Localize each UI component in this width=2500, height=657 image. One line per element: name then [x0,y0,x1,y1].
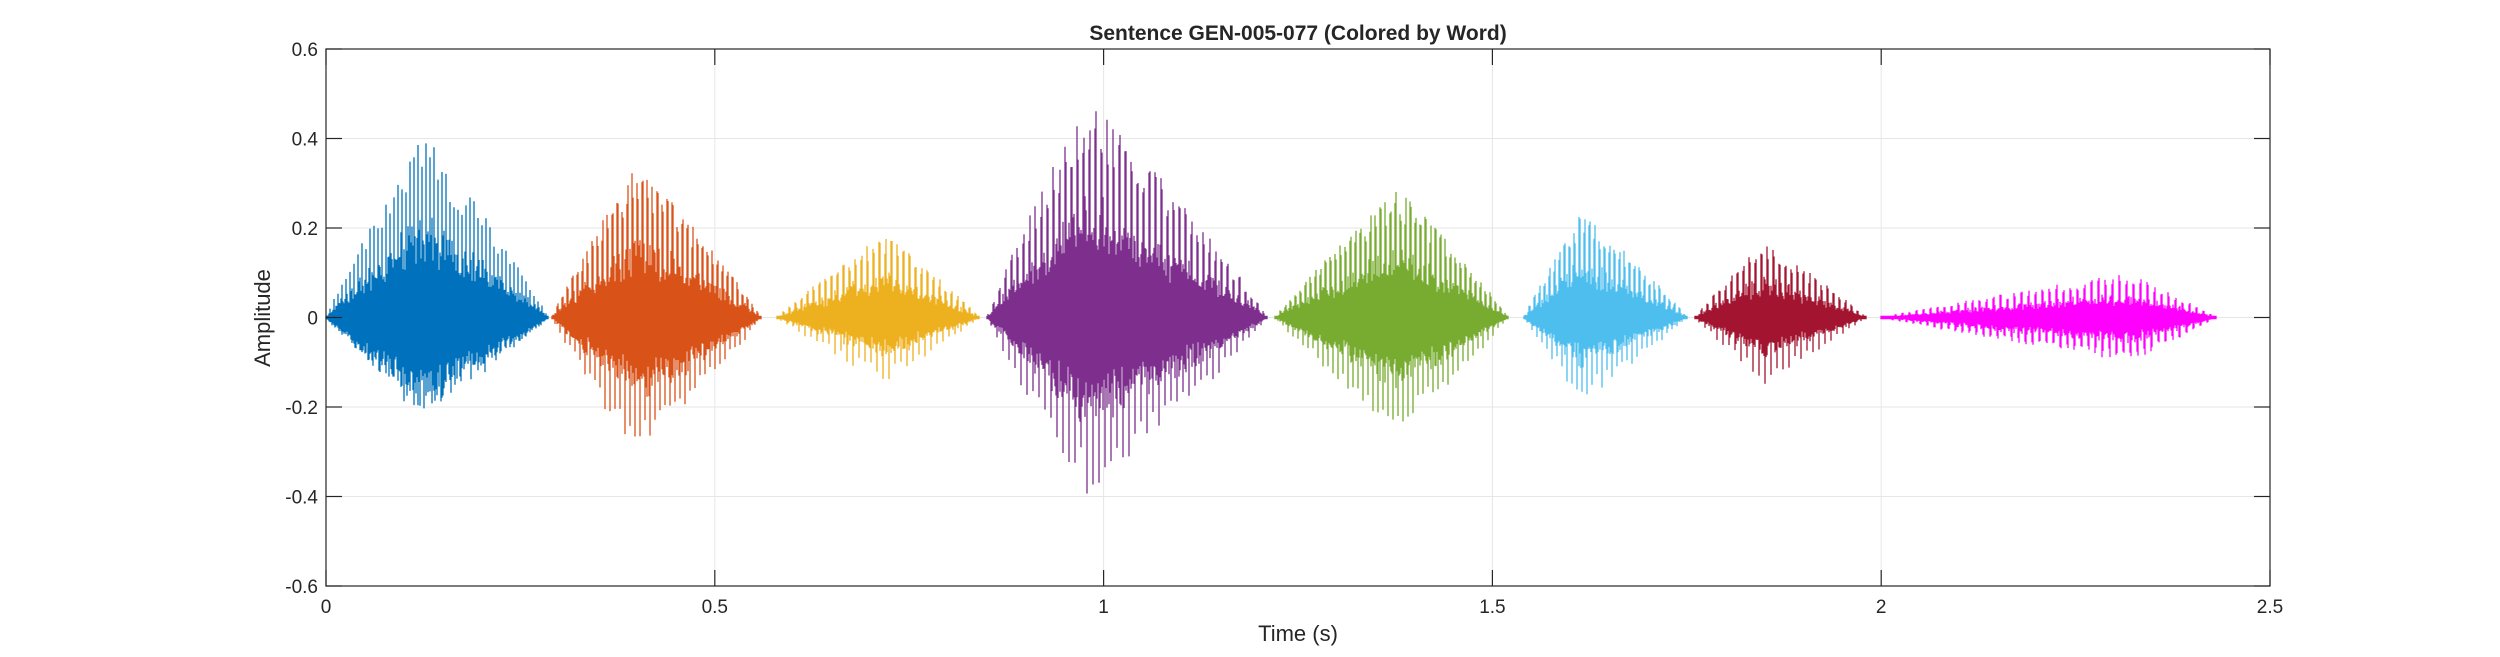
y-tick-label: 0.4 [292,130,319,151]
y-tick-label: 0 [307,309,318,330]
x-tick-label: 0 [321,597,332,618]
x-axis-ticks: 0 0.5 1 1.5 2 2.5 [321,49,2283,618]
y-axis-ticks: -0.6 -0.4 -0.2 0 0.2 0.4 0.6 [285,40,2270,598]
waveform-segment-8 [1880,275,2217,358]
plot-area [325,111,2217,494]
waveform-segment-4 [986,111,1268,494]
waveform-segment-2 [551,173,762,437]
x-tick-label: 2.5 [2257,597,2283,618]
y-tick-label: 0.2 [292,219,318,240]
x-tick-label: 1.5 [1479,597,1505,618]
y-tick-label: -0.2 [285,398,318,419]
waveform-segment-1 [325,143,549,409]
y-axis-label: Amplitude [250,269,275,367]
y-tick-label: 0.6 [292,40,318,61]
waveform-segment-6 [1523,217,1688,395]
x-tick-label: 0.5 [702,597,728,618]
x-axis-label: Time (s) [1258,621,1338,646]
x-tick-label: 2 [1876,597,1887,618]
waveform-segment-5 [1274,192,1509,422]
waveform-segment-7 [1694,246,1867,384]
chart-title: Sentence GEN-005-077 (Colored by Word) [1089,22,1506,45]
waveform-segment-3 [776,239,980,379]
y-tick-label: -0.4 [285,488,318,509]
x-tick-label: 1 [1098,597,1109,618]
y-tick-label: -0.6 [285,577,318,598]
